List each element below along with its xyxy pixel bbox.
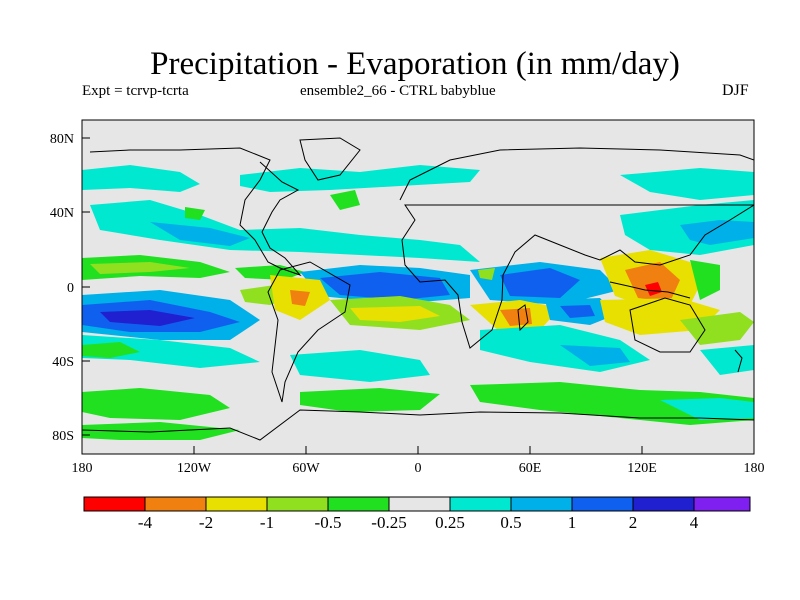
southern-ocean-dry-east	[470, 382, 754, 425]
x-tick-120w: 120W	[177, 461, 212, 476]
maritime-continent-peak	[645, 282, 662, 296]
colorbar-label-6: 0.25	[435, 513, 465, 532]
y-tick-80n: 80N	[50, 132, 74, 147]
north-america-coast	[89, 147, 302, 277]
australia-dry-edge	[680, 312, 754, 345]
colorbar-label-1: -4	[138, 513, 153, 532]
colorbar-box-6	[388, 496, 451, 512]
y-tick-40s: 40S	[52, 355, 74, 370]
colorbar-label-8: 1	[568, 513, 577, 532]
colorbar-box-8	[510, 496, 573, 512]
south-america-dry-core	[290, 290, 310, 306]
x-tick-180e: 180	[744, 461, 765, 476]
north-atlantic-moist-band	[240, 165, 480, 192]
south-pacific-subtropical-moist	[82, 335, 260, 368]
colorbar-label-3: -1	[260, 513, 274, 532]
subtropical-dry-patch	[330, 190, 360, 210]
x-tick-60e: 60E	[519, 461, 542, 476]
y-tick-40n: 40N	[50, 206, 74, 221]
colorbar-label-10: 4	[690, 513, 699, 532]
experiment-label: Expt = tcrvp-tcrta	[82, 83, 189, 99]
colorbar-label-9: 2	[629, 513, 638, 532]
colorbar-box-11	[693, 496, 751, 512]
southern-ocean-dry-center	[300, 388, 440, 412]
south-subtropical-core	[560, 345, 630, 366]
north-asia-moist-band	[620, 168, 754, 200]
x-axis-labels: 180 120W 60W 0 60E 120E 180	[72, 461, 765, 476]
colorbar	[83, 496, 751, 512]
indian-ocean-moist-core	[560, 305, 595, 318]
new-zealand-coast	[734, 349, 743, 373]
colorbar-label-2: -2	[199, 513, 213, 532]
tasman-moist	[700, 345, 754, 375]
colorbar-label-7: 0.5	[500, 513, 521, 532]
southern-ocean-dry-west	[82, 388, 230, 420]
colorbar-box-3	[205, 496, 268, 512]
south-america-coast	[267, 261, 351, 403]
y-axis-labels: 80N 40N 0 40S 80S	[50, 132, 74, 444]
southern-ocean-moist-east	[660, 398, 754, 420]
plot-title: Precipitation - Evaporation (in mm/day)	[150, 46, 680, 82]
colorbar-box-2	[144, 496, 207, 512]
equatorial-africa-core	[500, 268, 580, 298]
south-pacific-moist-peak	[100, 310, 195, 326]
antarctica-coast	[82, 409, 754, 441]
axis-ticks	[81, 137, 755, 454]
south-atlantic-dry-core	[350, 306, 440, 322]
colorbar-box-1	[83, 496, 146, 512]
colorbar-labels: -4 -2 -1 -0.5 -0.25 0.25 0.5 1 2 4	[138, 513, 699, 532]
north-equatorial-dry-core	[90, 262, 190, 274]
colorbar-label-5: -0.25	[371, 513, 406, 532]
season-label: DJF	[722, 82, 749, 99]
australia-coast	[629, 297, 706, 353]
east-africa-dry-patch	[478, 268, 495, 280]
coastlines	[82, 137, 754, 441]
atlantic-storm-core	[150, 222, 250, 246]
colorbar-box-10	[632, 496, 695, 512]
colorbar-box-7	[449, 496, 512, 512]
eurasia-africa-coast	[399, 147, 754, 349]
y-tick-0: 0	[67, 281, 74, 296]
colorbar-label-4: -0.5	[315, 513, 342, 532]
south-atlantic-subtropical-moist	[290, 350, 430, 382]
europe-dry-patch	[185, 207, 205, 220]
west-pacific-storm-core	[680, 220, 754, 245]
caribbean-dry-patch	[235, 265, 305, 280]
x-tick-120e: 120E	[627, 461, 657, 476]
x-tick-180w: 180	[72, 461, 93, 476]
x-tick-60w: 60W	[292, 461, 320, 476]
ensemble-label: ensemble2_66 - CTRL babyblue	[300, 83, 496, 99]
x-tick-0: 0	[415, 461, 422, 476]
y-tick-80s: 80S	[52, 429, 74, 444]
southern-africa-core	[500, 308, 532, 326]
colorbar-box-5	[327, 496, 390, 512]
colorbar-box-4	[266, 496, 329, 512]
west-pacific-dry-edge	[690, 260, 720, 300]
south-pacific-dry-cell	[82, 342, 140, 358]
north-pacific-moist-band	[82, 165, 200, 192]
colorbar-box-9	[571, 496, 634, 512]
greenland-coast	[299, 137, 361, 181]
indonesia-coast	[609, 281, 691, 299]
madagascar-coast	[517, 304, 529, 332]
